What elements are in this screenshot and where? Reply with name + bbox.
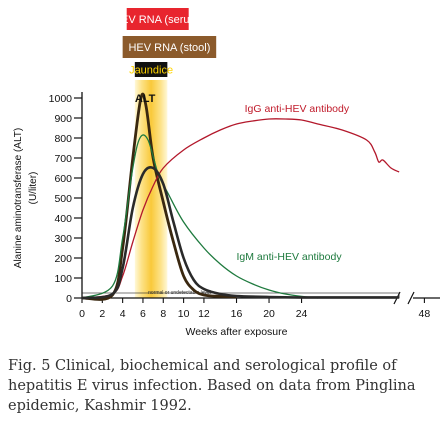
x-tick-label: 12	[198, 308, 210, 320]
x-tick-label: 48	[419, 308, 431, 320]
bar-hev-rna-serum	[126, 8, 189, 30]
annotation-label: IgM anti-HEV antibody	[237, 251, 343, 263]
y-tick-label: 600	[54, 173, 72, 185]
x-tick-label: 16	[231, 308, 243, 320]
caption-line-2: hepatitis E virus infection. Based on da…	[8, 378, 416, 394]
y-tick-label: 300	[54, 233, 72, 245]
y-axis-unit-label: (U/liter)	[28, 172, 39, 205]
x-tick-label: 2	[99, 308, 105, 320]
bar-label: Jaundice	[129, 65, 173, 77]
x-tick-label: 10	[178, 308, 190, 320]
x-tick-label: 8	[160, 308, 166, 320]
x-tick-label: 24	[296, 308, 308, 320]
igm-antibody-line	[81, 134, 318, 299]
y-tick-label: 400	[54, 213, 72, 225]
alt-line	[81, 92, 237, 301]
igg-antibody-line	[81, 118, 400, 299]
figure-caption: Fig. 5 Clinical, biochemical and serolog…	[8, 356, 443, 416]
y-tick-label: 500	[54, 193, 72, 205]
bar-jaundice	[134, 62, 168, 77]
x-tick-label: 6	[140, 308, 146, 320]
baseline-note: normal or undetectable level	[148, 290, 211, 296]
y-tick-label: 0	[66, 293, 72, 305]
caption-line-1: Fig. 5 Clinical, biochemical and serolog…	[8, 358, 397, 374]
y-tick-label: 100	[54, 273, 72, 285]
y-tick-label: 900	[54, 113, 72, 125]
y-tick-label: 700	[54, 153, 72, 165]
annotation-label: ALT	[135, 93, 156, 105]
hepatitis-e-profile-chart: HEV RNA (serum) HEV RNA (stool) Jaundice n…	[13, 8, 440, 338]
bar-label: HEV RNA (stool)	[128, 42, 210, 54]
x-axis-label: Weeks after exposure	[186, 326, 288, 338]
second-alt-line	[81, 166, 400, 300]
x-tick-label: 20	[263, 308, 275, 320]
y-axis-label: Alanine aminotransferase (ALT)	[13, 128, 24, 268]
x-tick-label: 0	[79, 308, 85, 320]
x-tick-label: 4	[120, 308, 126, 320]
bar-hev-rna-stool	[122, 36, 217, 58]
y-tick-label: 200	[54, 253, 72, 265]
bar-label: HEV RNA (serum)	[113, 14, 202, 26]
annotation-label: IgG anti-HEV antibody	[245, 103, 350, 115]
y-tick-label: 800	[54, 133, 72, 145]
caption-line-3: epidemic, Kashmir 1992.	[8, 398, 192, 414]
y-tick-label: 1000	[49, 93, 73, 105]
